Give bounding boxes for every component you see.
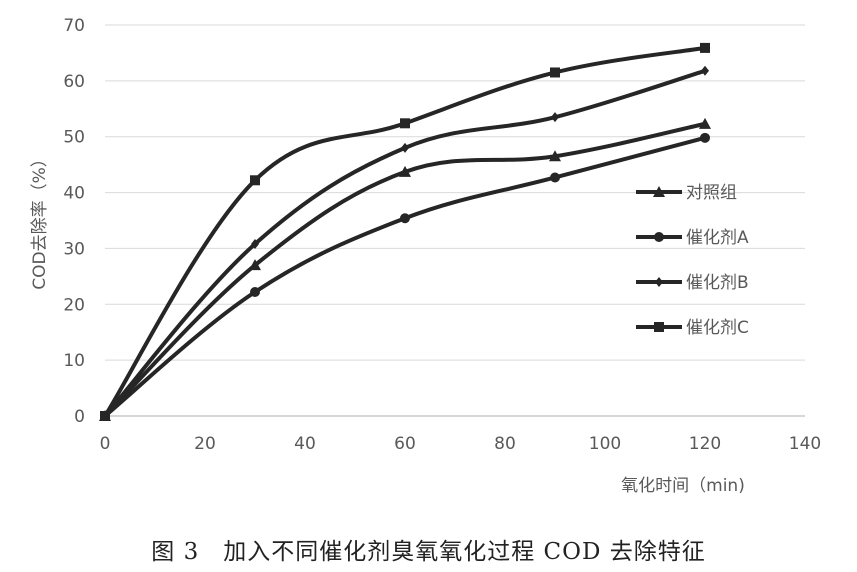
data-point bbox=[249, 259, 261, 271]
data-point bbox=[250, 175, 260, 186]
legend-label: 催化剂B bbox=[686, 273, 749, 293]
data-point bbox=[699, 117, 711, 129]
y-tick-label: 30 bbox=[63, 239, 85, 259]
chart-canvas: 0 10 20 30 40 50 60 70 0 20 40 60 80 100 120 140 对照组催化剂… bbox=[30, 16, 821, 496]
legend-label: 催化剂C bbox=[686, 318, 749, 338]
data-point bbox=[401, 142, 409, 153]
y-tick-label: 50 bbox=[63, 128, 85, 148]
y-tick-label: 20 bbox=[63, 295, 85, 315]
data-point bbox=[400, 118, 410, 129]
axes: 0 10 20 30 40 50 60 70 0 20 40 60 80 100 120 140 bbox=[63, 16, 821, 454]
data-point bbox=[250, 286, 260, 297]
x-tick-label: 40 bbox=[294, 434, 316, 454]
legend-item: 对照组 bbox=[636, 183, 737, 203]
y-tick-label: 40 bbox=[63, 184, 85, 204]
x-tick-label: 0 bbox=[100, 434, 111, 454]
y-tick-label: 10 bbox=[63, 351, 85, 371]
legend-item: 催化剂B bbox=[636, 273, 749, 293]
series-line bbox=[103, 135, 707, 418]
x-tick-label: 100 bbox=[589, 434, 621, 454]
x-axis-title: 氧化时间（min) bbox=[621, 476, 745, 496]
legend-marker bbox=[654, 322, 664, 332]
y-tick-label: 60 bbox=[63, 72, 85, 92]
legend-marker bbox=[655, 277, 663, 287]
y-tick-label: 0 bbox=[74, 407, 85, 427]
legend-item: 催化剂A bbox=[636, 228, 749, 248]
x-tick-label: 140 bbox=[789, 434, 821, 454]
data-point bbox=[550, 172, 560, 183]
legend-label: 催化剂A bbox=[686, 228, 749, 248]
data-point bbox=[399, 165, 411, 177]
figure-caption: 图 3 加入不同催化剂臭氧氧化过程 COD 去除特征 bbox=[151, 539, 706, 565]
data-point bbox=[700, 42, 710, 53]
gridlines bbox=[105, 24, 805, 417]
series-line bbox=[103, 68, 707, 418]
data-point bbox=[701, 65, 709, 76]
data-point bbox=[400, 213, 410, 224]
legend-label: 对照组 bbox=[686, 183, 737, 203]
legend-marker bbox=[653, 186, 665, 197]
series-line bbox=[103, 121, 707, 418]
series-line bbox=[103, 45, 707, 418]
data-point bbox=[251, 238, 259, 249]
data-point bbox=[550, 67, 560, 78]
x-tick-label: 20 bbox=[194, 434, 216, 454]
x-tick-label: 60 bbox=[394, 434, 416, 454]
legend-item: 催化剂C bbox=[636, 318, 749, 338]
x-tick-label: 80 bbox=[494, 434, 516, 454]
y-axis-title: COD去除率（%） bbox=[30, 150, 50, 290]
series-4 bbox=[100, 42, 710, 421]
data-point bbox=[700, 132, 710, 143]
data-point bbox=[100, 411, 110, 421]
x-tick-label: 120 bbox=[689, 434, 721, 454]
data-point bbox=[549, 150, 561, 162]
legend-marker bbox=[654, 232, 664, 242]
series-group bbox=[99, 42, 711, 421]
y-tick-label: 70 bbox=[63, 16, 85, 36]
data-point bbox=[551, 112, 559, 123]
